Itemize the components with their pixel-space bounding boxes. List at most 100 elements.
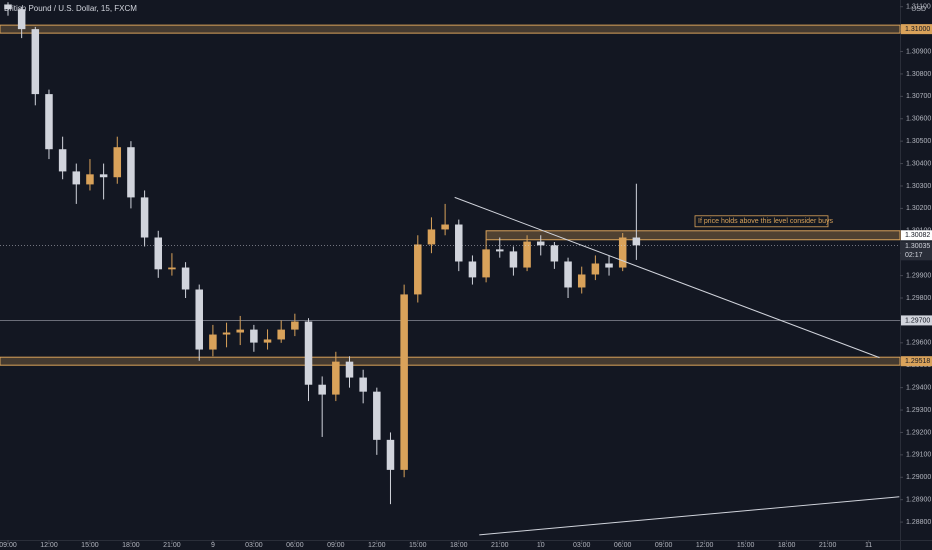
candle-body [373, 391, 381, 440]
candle-body [72, 171, 81, 185]
candle-body [222, 332, 231, 335]
candle-body [345, 361, 354, 378]
annotation: If price holds above this level consider… [698, 218, 834, 225]
candle-body [250, 329, 258, 343]
x-tick-label: 09:00 [0, 542, 17, 549]
x-tick-label: 21:00 [163, 542, 181, 549]
x-tick-label: 03:00 [245, 542, 263, 549]
candle-body [400, 294, 408, 470]
candle-body [304, 321, 313, 385]
candle-body [168, 267, 176, 270]
candle-body [58, 149, 67, 172]
level-band [0, 24, 901, 34]
candle-body [414, 244, 422, 295]
candle-body [455, 224, 463, 262]
countdown-label: 02:17 [905, 252, 923, 259]
chart-title: British Pound / U.S. Dollar, 15, FXCM [4, 4, 137, 13]
candle-body [86, 174, 94, 185]
annotation-box [694, 215, 829, 228]
x-tick-label: 15:00 [737, 542, 755, 549]
y-tick-label: 1.29900 [906, 272, 931, 279]
x-tick-label: 09:00 [327, 542, 345, 549]
candle-body [591, 263, 600, 275]
x-tick-label: 12:00 [696, 542, 714, 549]
candle-body [509, 251, 518, 268]
y-tick-label: 1.29000 [906, 474, 931, 481]
x-tick-label: 09:00 [655, 542, 673, 549]
x-tick-label: 12:00 [40, 542, 58, 549]
zone-label: 1.30082 [905, 232, 930, 239]
candle-body [496, 249, 504, 252]
y-tick-label: 1.30500 [906, 138, 931, 145]
x-tick-label: 15:00 [81, 542, 99, 549]
candle-body [209, 334, 217, 350]
candle-body [181, 267, 190, 290]
candle-body [195, 289, 203, 350]
last-price-box [901, 241, 932, 261]
candle-body [113, 147, 122, 178]
candle-body [468, 261, 477, 278]
x-tick-label: 12:00 [368, 542, 386, 549]
candle-body [154, 237, 163, 270]
x-tick-label: 18:00 [778, 542, 796, 549]
y-tick-label: 1.31100 [906, 4, 931, 11]
x-tick-label: 21:00 [819, 542, 837, 549]
y-tick-label: 1.30800 [906, 71, 931, 78]
candle-body [236, 329, 244, 333]
y-tick-label: 1.29200 [906, 429, 931, 436]
candle-body [45, 94, 53, 150]
zone-label-box [901, 230, 932, 241]
candle-body [536, 241, 545, 246]
candle-body [359, 377, 367, 392]
candle-body [482, 249, 490, 278]
y-tick-label: 1.29300 [906, 407, 931, 414]
y-tick-label: 1.28900 [906, 497, 931, 504]
candle-body [550, 245, 559, 262]
candle-body [441, 224, 449, 230]
trend-line [454, 196, 880, 359]
candle-body [632, 237, 641, 246]
candle-body [523, 241, 531, 268]
candle-body [277, 329, 285, 340]
y-tick-label: 1.28800 [906, 519, 931, 526]
x-tick-label: 06:00 [286, 542, 304, 549]
y-tick-label: 1.29800 [906, 295, 931, 302]
x-tick-label: 18:00 [450, 542, 468, 549]
candle-body [263, 339, 272, 343]
x-tick-label: 10 [537, 542, 545, 549]
level-band [0, 356, 901, 366]
candle-body [577, 274, 586, 288]
level-label: 1.29700 [905, 317, 930, 324]
candle-body [17, 9, 26, 30]
trend-line [479, 496, 900, 536]
level-label: 1.31000 [905, 26, 930, 33]
candle-body [427, 229, 436, 245]
candle-body [564, 261, 572, 288]
candle-body [318, 384, 326, 395]
y-tick-label: 1.30300 [906, 183, 931, 190]
y-tick-label: 1.30200 [906, 205, 931, 212]
candle-body [386, 439, 395, 470]
candle-body [31, 29, 40, 95]
candle-body [332, 361, 340, 395]
support-zone [485, 230, 901, 241]
y-tick-label: 1.29100 [906, 452, 931, 459]
last-price-label: 1.30035 [905, 243, 930, 250]
x-tick-label: 03:00 [573, 542, 591, 549]
y-tick-label: 1.30400 [906, 160, 931, 167]
x-tick-label: 11 [865, 542, 872, 549]
candle-body [618, 237, 627, 268]
candle-body [605, 263, 613, 268]
level-label-box [901, 24, 932, 35]
y-tick-label: 1.29600 [906, 340, 931, 347]
x-tick-label: 9 [211, 542, 215, 549]
y-tick-label: 1.30600 [906, 116, 931, 123]
candle-body [127, 147, 135, 198]
y-tick-label: 1.29400 [906, 384, 931, 391]
level-label-box [901, 356, 932, 367]
x-tick-label: 18:00 [122, 542, 140, 549]
candle-body [4, 4, 12, 10]
